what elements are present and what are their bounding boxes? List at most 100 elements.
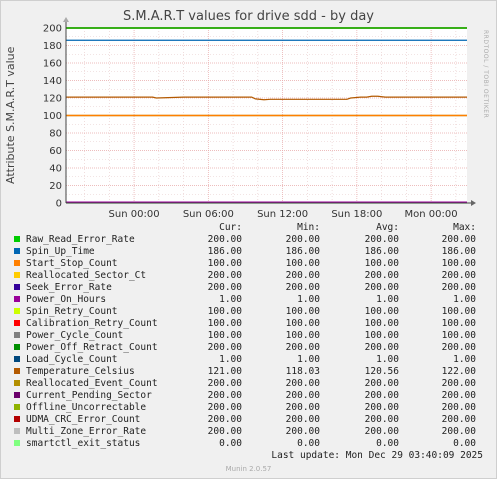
legend-cur-value: 200.00 [207, 402, 242, 413]
legend-series-name: Reallocated_Event_Count [26, 378, 158, 389]
y-tick-label: 120 [43, 94, 62, 105]
legend-series-name: Spin_Up_Time [26, 246, 95, 257]
legend-series-name: Start_Stop_Count [26, 258, 118, 269]
legend-min-value: 186.00 [285, 246, 320, 257]
legend-min-value: 0.00 [297, 438, 320, 449]
legend-row: Current_Pending_Sector 200.00 200.00 200.00… [0, 390, 497, 402]
legend-series-name: Power_Off_Retract_Count [26, 342, 158, 353]
legend-swatch [14, 428, 20, 434]
x-tick-label: Sun 18:00 [331, 209, 382, 220]
legend-avg-value: 200.00 [364, 234, 399, 245]
legend-min-value: 100.00 [285, 318, 320, 329]
legend-avg-value: 200.00 [364, 378, 399, 389]
legend-max-value: 200.00 [441, 234, 476, 245]
legend-cur-value: 200.00 [207, 414, 242, 425]
legend-row: UDMA_CRC_Error_Count 200.00 200.00 200.00 20… [0, 414, 497, 426]
legend-series-name: Calibration_Retry_Count [26, 318, 158, 329]
y-tick-label: 140 [43, 76, 62, 87]
legend-row: Start_Stop_Count 100.00 100.00 100.00 100.00 [0, 258, 497, 270]
legend-max-value: 200.00 [441, 402, 476, 413]
munin-footer: Munin 2.0.57 [225, 465, 272, 473]
legend-min-value: 200.00 [285, 390, 320, 401]
legend-min-value: 200.00 [285, 270, 320, 281]
legend-swatch [14, 332, 20, 338]
legend-max-value: 100.00 [441, 258, 476, 269]
legend-avg-value: 100.00 [364, 258, 399, 269]
legend-series-name: Current_Pending_Sector [26, 390, 152, 401]
legend-row: Seek_Error_Rate 200.00 200.00 200.00 200.00 [0, 282, 497, 294]
legend-max-value: 200.00 [441, 414, 476, 425]
legend-avg-value: 100.00 [364, 306, 399, 317]
legend-max-value: 122.00 [441, 366, 476, 377]
legend-row: Reallocated_Event_Count 200.00 200.00 200.0… [0, 378, 497, 390]
legend-cur-value: 100.00 [207, 306, 242, 317]
y-tick-label: 100 [43, 111, 62, 122]
legend-min-value: 100.00 [285, 306, 320, 317]
y-tick-label: 160 [43, 59, 62, 70]
legend-series-name: Temperature_Celsius [26, 366, 135, 377]
legend-swatch [14, 296, 20, 302]
legend-row: Spin_Up_Time 186.00 186.00 186.00 186.00 [0, 246, 497, 258]
legend-column-header: Avg: [376, 222, 399, 233]
legend-avg-value: 200.00 [364, 390, 399, 401]
legend-avg-value: 120.56 [364, 366, 399, 377]
legend-max-value: 1.00 [453, 294, 476, 305]
legend-min-value: 200.00 [285, 402, 320, 413]
legend-series-name: Spin_Retry_Count [26, 306, 118, 317]
legend-series-name: Reallocated_Sector_Ct [26, 270, 147, 281]
legend-max-value: 186.00 [441, 246, 476, 257]
legend-avg-value: 200.00 [364, 270, 399, 281]
legend-min-value: 1.00 [297, 354, 320, 365]
legend-swatch [14, 356, 20, 362]
legend-column-header: Max: [453, 222, 476, 233]
legend-swatch [14, 284, 20, 290]
y-tick-label: 40 [49, 164, 62, 175]
legend-avg-value: 186.00 [364, 246, 399, 257]
legend-max-value: 100.00 [441, 330, 476, 341]
legend-cur-value: 200.00 [207, 234, 242, 245]
legend-cur-value: 200.00 [207, 378, 242, 389]
legend-min-value: 200.00 [285, 282, 320, 293]
legend-max-value: 200.00 [441, 282, 476, 293]
legend-swatch [14, 320, 20, 326]
rrdtool-vendor-text: RRDTOOL / TOBI OETIKER [482, 30, 489, 119]
y-tick-label: 180 [43, 41, 62, 52]
legend-swatch [14, 416, 20, 422]
legend-avg-value: 1.00 [376, 354, 399, 365]
legend-avg-value: 200.00 [364, 402, 399, 413]
plot-area: 0 20 40 60 80 100 120 140 160 180 200 Sun 00:00 Sun … [43, 17, 476, 220]
legend-cur-value: 200.00 [207, 270, 242, 281]
legend-row: Load_Cycle_Count 1.00 1.00 1.00 1.00 [0, 354, 497, 366]
legend-swatch [14, 380, 20, 386]
legend-swatch [14, 308, 20, 314]
legend-avg-value: 1.00 [376, 294, 399, 305]
legend-cur-value: 0.00 [219, 438, 242, 449]
legend-min-value: 118.03 [285, 366, 320, 377]
legend-swatch [14, 260, 20, 266]
legend-row: Temperature_Celsius 121.00 118.03 120.56 122… [0, 366, 497, 378]
legend-max-value: 0.00 [453, 438, 476, 449]
y-tick-label: 0 [56, 199, 62, 210]
legend-avg-value: 100.00 [364, 318, 399, 329]
legend-column-header: Min: [297, 222, 320, 233]
x-tick-label: Sun 06:00 [183, 209, 234, 220]
legend-avg-value: 100.00 [364, 330, 399, 341]
legend-row: Power_Off_Retract_Count 200.00 200.00 200.0… [0, 342, 497, 354]
legend-swatch [14, 392, 20, 398]
legend-cur-value: 200.00 [207, 342, 242, 353]
legend-swatch [14, 272, 20, 278]
legend-swatch [14, 440, 20, 446]
legend-row: Calibration_Retry_Count 100.00 100.00 100.0… [0, 318, 497, 330]
legend-cur-value: 1.00 [219, 294, 242, 305]
legend-avg-value: 200.00 [364, 426, 399, 437]
legend-max-value: 200.00 [441, 270, 476, 281]
y-tick-label: 60 [49, 146, 62, 157]
y-axis-arrow [63, 17, 69, 22]
legend-min-value: 1.00 [297, 294, 320, 305]
legend-series-name: Offline_Uncorrectable [26, 402, 147, 413]
x-tick-label: Sun 12:00 [257, 209, 308, 220]
legend-avg-value: 200.00 [364, 414, 399, 425]
legend-row: Reallocated_Sector_Ct 200.00 200.00 200.00 2… [0, 270, 497, 282]
legend-min-value: 200.00 [285, 426, 320, 437]
legend-max-value: 100.00 [441, 306, 476, 317]
